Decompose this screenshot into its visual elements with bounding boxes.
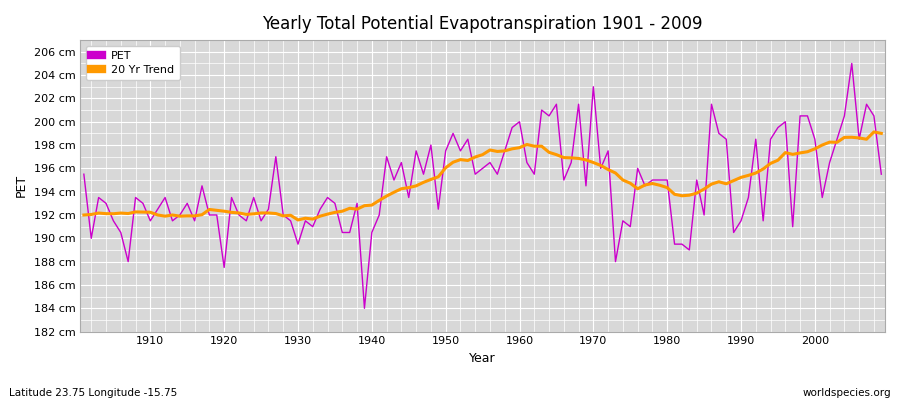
20 Yr Trend — [868, 130, 879, 134]
20 Yr Trend — [514, 145, 525, 150]
Text: worldspecies.org: worldspecies.org — [803, 388, 891, 398]
Legend: PET, 20 Yr Trend: PET, 20 Yr Trend — [86, 46, 180, 80]
PET — [300, 218, 310, 223]
Text: Latitude 23.75 Longitude -15.75: Latitude 23.75 Longitude -15.75 — [9, 388, 177, 398]
PET — [610, 259, 621, 264]
20 Yr Trend — [352, 207, 363, 212]
X-axis label: Year: Year — [469, 352, 496, 365]
PET — [78, 172, 89, 176]
20 Yr Trend — [78, 212, 89, 217]
20 Yr Trend — [876, 131, 886, 136]
20 Yr Trend — [521, 142, 532, 147]
20 Yr Trend — [292, 218, 303, 222]
20 Yr Trend — [138, 210, 148, 214]
PET — [876, 172, 886, 176]
Y-axis label: PET: PET — [15, 174, 28, 198]
PET — [345, 230, 356, 235]
PET — [846, 61, 857, 66]
Line: PET: PET — [84, 64, 881, 308]
20 Yr Trend — [610, 171, 621, 176]
Line: 20 Yr Trend: 20 Yr Trend — [84, 132, 881, 220]
PET — [514, 119, 525, 124]
PET — [138, 201, 148, 206]
PET — [359, 306, 370, 311]
Title: Yearly Total Potential Evapotranspiration 1901 - 2009: Yearly Total Potential Evapotranspiratio… — [262, 15, 703, 33]
PET — [521, 160, 532, 165]
20 Yr Trend — [308, 217, 319, 222]
